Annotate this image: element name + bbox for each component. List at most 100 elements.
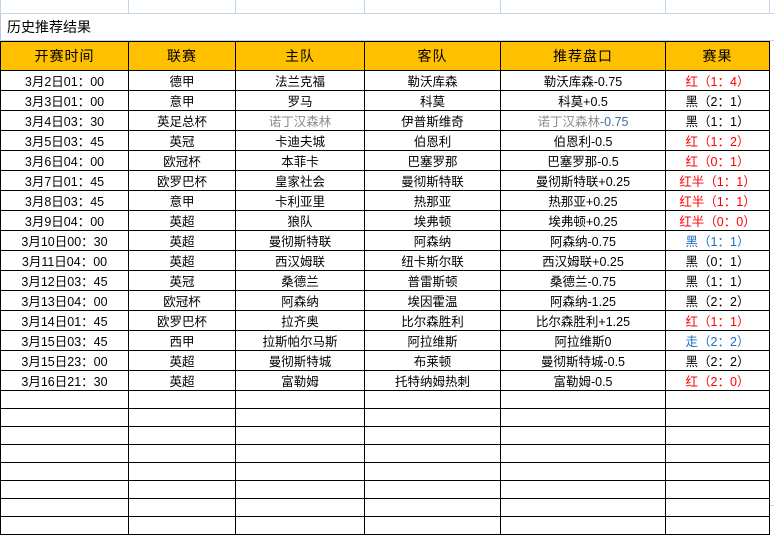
cell-handicap[interactable]: 曼彻斯特城-0.5 bbox=[500, 350, 666, 371]
column-header-league[interactable]: 联赛 bbox=[128, 41, 236, 71]
cell-empty[interactable] bbox=[500, 516, 666, 535]
cell-handicap[interactable]: 比尔森胜利+1.25 bbox=[500, 310, 666, 331]
cell-league[interactable]: 英超 bbox=[128, 210, 236, 231]
cell-handicap[interactable]: 埃弗顿+0.25 bbox=[500, 210, 666, 231]
cell-away[interactable]: 埃弗顿 bbox=[364, 210, 501, 231]
cell-time[interactable]: 3月6日04：00 bbox=[0, 150, 129, 171]
column-header-result[interactable]: 赛果 bbox=[665, 41, 770, 71]
cell-result[interactable]: 红（2：0） bbox=[665, 370, 770, 391]
cell-result[interactable]: 红半（0：0） bbox=[665, 210, 770, 231]
cell-time[interactable]: 3月10日00：30 bbox=[0, 230, 129, 251]
cell-league[interactable]: 英超 bbox=[128, 250, 236, 271]
cell-away[interactable]: 阿森纳 bbox=[364, 230, 501, 251]
cell-away[interactable]: 巴塞罗那 bbox=[364, 150, 501, 171]
cell-league[interactable]: 英冠 bbox=[128, 130, 236, 151]
cell-empty[interactable] bbox=[128, 444, 236, 463]
table-row[interactable]: 3月3日01：00 意甲 罗马 科莫 科莫+0.5 黑（2：1） bbox=[0, 90, 770, 111]
cell-result[interactable]: 红（0：1） bbox=[665, 150, 770, 171]
cell-handicap[interactable]: 桑德兰-0.75 bbox=[500, 270, 666, 291]
cell-league[interactable]: 欧罗巴杯 bbox=[128, 310, 236, 331]
cell-home[interactable]: 罗马 bbox=[235, 90, 365, 111]
cell-home[interactable]: 西汉姆联 bbox=[235, 250, 365, 271]
cell-league[interactable]: 欧罗巴杯 bbox=[128, 170, 236, 191]
cell-league[interactable]: 意甲 bbox=[128, 190, 236, 211]
cell-result[interactable]: 红（1：4） bbox=[665, 70, 770, 91]
cell-empty[interactable] bbox=[128, 480, 236, 499]
cell-away[interactable]: 比尔森胜利 bbox=[364, 310, 501, 331]
cell-home[interactable]: 拉斯帕尔马斯 bbox=[235, 330, 365, 351]
cell-away[interactable]: 勒沃库森 bbox=[364, 70, 501, 91]
cell-time[interactable]: 3月9日04：00 bbox=[0, 210, 129, 231]
cell-empty[interactable] bbox=[0, 390, 129, 409]
cell-result[interactable]: 黑（1：1） bbox=[665, 110, 770, 131]
table-row[interactable]: 3月14日01：45 欧罗巴杯 拉齐奥 比尔森胜利 比尔森胜利+1.25 红（1：1） bbox=[0, 310, 770, 331]
cell-home[interactable]: 桑德兰 bbox=[235, 270, 365, 291]
cell-handicap[interactable]: 阿拉维斯0 bbox=[500, 330, 666, 351]
cell-league[interactable]: 德甲 bbox=[128, 70, 236, 91]
table-row-empty[interactable] bbox=[0, 462, 770, 481]
table-row-empty[interactable] bbox=[0, 516, 770, 535]
cell-away[interactable]: 阿拉维斯 bbox=[364, 330, 501, 351]
cell-time[interactable]: 3月15日03：45 bbox=[0, 330, 129, 351]
cell-league[interactable]: 英超 bbox=[128, 370, 236, 391]
cell-empty[interactable] bbox=[128, 516, 236, 535]
table-row[interactable]: 3月2日01：00 德甲 法兰克福 勒沃库森 勒沃库森-0.75 红（1：4） bbox=[0, 70, 770, 91]
cell-handicap[interactable]: 诺丁汉森林-0.75 bbox=[500, 110, 666, 131]
table-row[interactable]: 3月11日04：00 英超 西汉姆联 纽卡斯尔联 西汉姆联+0.25 黑（0：1） bbox=[0, 250, 770, 271]
cell-empty[interactable] bbox=[364, 408, 501, 427]
cell-empty[interactable] bbox=[128, 408, 236, 427]
cell-handicap[interactable]: 巴塞罗那-0.5 bbox=[500, 150, 666, 171]
cell-empty[interactable] bbox=[500, 426, 666, 445]
table-row[interactable]: 3月4日03：30 英足总杯 诺丁汉森林 伊普斯维奇 诺丁汉森林-0.75 黑（1：1） bbox=[0, 110, 770, 131]
cell-empty[interactable] bbox=[665, 408, 770, 427]
cell-handicap[interactable]: 曼彻斯特联+0.25 bbox=[500, 170, 666, 191]
cell-empty[interactable] bbox=[235, 462, 365, 481]
cell-result[interactable]: 黑（0：1） bbox=[665, 250, 770, 271]
cell-handicap[interactable]: 阿森纳-0.75 bbox=[500, 230, 666, 251]
title-cell[interactable]: 历史推荐结果 bbox=[0, 14, 774, 40]
cell-handicap[interactable]: 热那亚+0.25 bbox=[500, 190, 666, 211]
table-row-empty[interactable] bbox=[0, 444, 770, 463]
cell-empty[interactable] bbox=[235, 444, 365, 463]
cell-result[interactable]: 黑（2：1） bbox=[665, 90, 770, 111]
cell-result[interactable]: 红半（1：1） bbox=[665, 170, 770, 191]
cell-league[interactable]: 欧冠杯 bbox=[128, 150, 236, 171]
cell-empty[interactable] bbox=[0, 480, 129, 499]
cell-empty[interactable] bbox=[0, 516, 129, 535]
table-row-empty[interactable] bbox=[0, 480, 770, 499]
cell-league[interactable]: 英足总杯 bbox=[128, 110, 236, 131]
cell-away[interactable]: 曼彻斯特联 bbox=[364, 170, 501, 191]
cell-home[interactable]: 富勒姆 bbox=[235, 370, 365, 391]
cell-away[interactable]: 普雷斯顿 bbox=[364, 270, 501, 291]
table-row-empty[interactable] bbox=[0, 426, 770, 445]
cell-empty[interactable] bbox=[500, 480, 666, 499]
cell-empty[interactable] bbox=[235, 408, 365, 427]
cell-time[interactable]: 3月3日01：00 bbox=[0, 90, 129, 111]
cell-home[interactable]: 阿森纳 bbox=[235, 290, 365, 311]
column-header-home[interactable]: 主队 bbox=[235, 41, 365, 71]
cell-away[interactable]: 纽卡斯尔联 bbox=[364, 250, 501, 271]
cell-time[interactable]: 3月11日04：00 bbox=[0, 250, 129, 271]
column-header-time[interactable]: 开赛时间 bbox=[0, 41, 129, 71]
cell-empty[interactable] bbox=[128, 390, 236, 409]
cell-away[interactable]: 托特纳姆热刺 bbox=[364, 370, 501, 391]
table-row[interactable]: 3月8日03：45 意甲 卡利亚里 热那亚 热那亚+0.25 红半（1：1） bbox=[0, 190, 770, 211]
table-row[interactable]: 3月6日04：00 欧冠杯 本菲卡 巴塞罗那 巴塞罗那-0.5 红（0：1） bbox=[0, 150, 770, 171]
cell-empty[interactable] bbox=[500, 444, 666, 463]
cell-home[interactable]: 卡利亚里 bbox=[235, 190, 365, 211]
cell-empty[interactable] bbox=[364, 390, 501, 409]
cell-handicap[interactable]: 西汉姆联+0.25 bbox=[500, 250, 666, 271]
cell-away[interactable]: 伊普斯维奇 bbox=[364, 110, 501, 131]
cell-empty[interactable] bbox=[0, 408, 129, 427]
cell-home[interactable]: 诺丁汉森林 bbox=[235, 110, 365, 131]
cell-time[interactable]: 3月13日04：00 bbox=[0, 290, 129, 311]
cell-empty[interactable] bbox=[500, 390, 666, 409]
cell-empty[interactable] bbox=[665, 516, 770, 535]
table-row-empty[interactable] bbox=[0, 408, 770, 427]
table-row[interactable]: 3月13日04：00 欧冠杯 阿森纳 埃因霍温 阿森纳-1.25 黑（2：2） bbox=[0, 290, 770, 311]
cell-empty[interactable] bbox=[0, 462, 129, 481]
table-row[interactable]: 3月7日01：45 欧罗巴杯 皇家社会 曼彻斯特联 曼彻斯特联+0.25 红半（1：1） bbox=[0, 170, 770, 191]
cell-home[interactable]: 法兰克福 bbox=[235, 70, 365, 91]
cell-away[interactable]: 科莫 bbox=[364, 90, 501, 111]
cell-result[interactable]: 黑（2：2） bbox=[665, 290, 770, 311]
